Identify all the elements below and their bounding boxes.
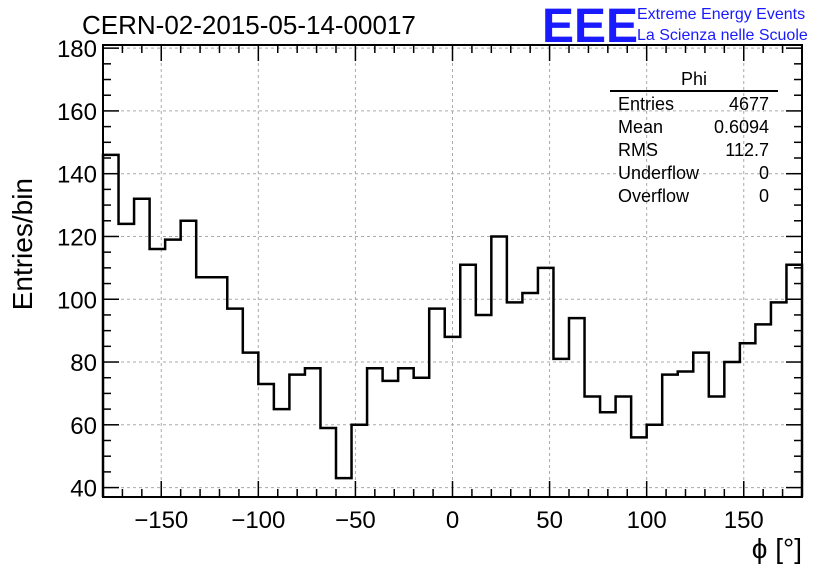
- stats-row-label: Underflow: [618, 163, 700, 183]
- x-axis-title: ϕ [°]: [752, 533, 802, 564]
- stats-row-value: 0: [759, 163, 769, 183]
- y-tick-label: 160: [57, 99, 97, 126]
- grid-lines: [103, 45, 802, 497]
- y-axis-title: Entries/bin: [7, 178, 38, 310]
- eee-logo: EEE Extreme Energy Events La Scienza nel…: [542, 0, 808, 53]
- stats-box-title: Phi: [681, 69, 707, 89]
- stats-box: Phi Entries 4677 Mean 0.6094 RMS 112.7 Underfl…: [610, 69, 778, 206]
- x-tick-label: 150: [724, 507, 764, 534]
- logo-line-1: Extreme Energy Events: [637, 6, 805, 23]
- x-tick-label: −100: [231, 507, 285, 534]
- stats-row-label: RMS: [618, 140, 658, 160]
- stats-row-label: Mean: [618, 117, 663, 137]
- y-tick-label: 100: [57, 287, 97, 314]
- histogram-outline: [101, 153, 804, 497]
- x-tick-label: −150: [134, 507, 188, 534]
- y-tick-label: 140: [57, 162, 97, 189]
- axis-ticks: [102, 45, 803, 497]
- y-tick-label: 80: [70, 350, 97, 377]
- stats-row-label: Entries: [618, 94, 674, 114]
- chart-title: CERN-02-2015-05-14-00017: [82, 10, 416, 40]
- logo-line-2: La Scienza nelle Scuole: [637, 27, 808, 44]
- y-tick-label: 60: [70, 413, 97, 440]
- y-tick-label: 120: [57, 224, 97, 251]
- stats-row-value: 0.6094: [714, 117, 769, 137]
- stats-row-value: 4677: [729, 94, 769, 114]
- y-tick-label: 180: [57, 36, 97, 63]
- y-tick-label: 40: [70, 476, 97, 503]
- x-tick-label: 100: [627, 507, 667, 534]
- logo-mark: EEE: [542, 0, 638, 53]
- x-tick-label: 50: [536, 507, 563, 534]
- x-tick-label: −50: [335, 507, 376, 534]
- stats-row-value: 112.7: [725, 140, 769, 160]
- y-tick-labels: 40 60 80 100 120 140 160 180: [57, 36, 97, 502]
- stats-row-label: Overflow: [618, 186, 690, 206]
- stats-rows: Entries 4677 Mean 0.6094 RMS 112.7 Underflow 0 O…: [618, 94, 769, 206]
- x-tick-label: 0: [446, 507, 459, 534]
- x-tick-labels: −150 −100 −50 0 50 100 150: [134, 507, 764, 534]
- stats-row-value: 0: [759, 186, 769, 206]
